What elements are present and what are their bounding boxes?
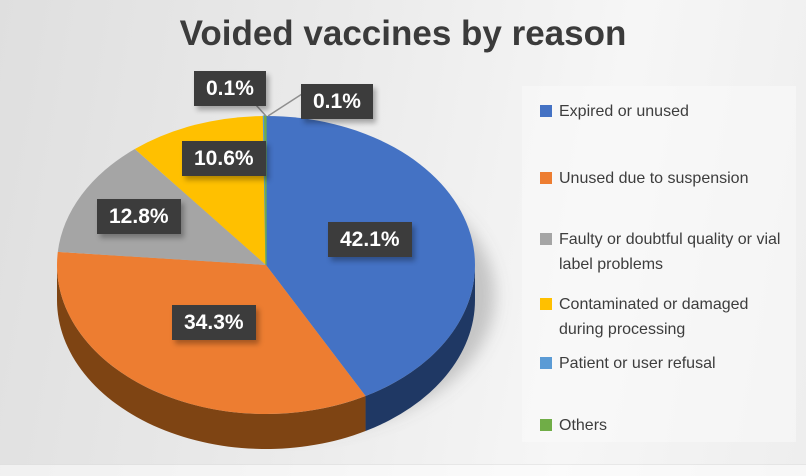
pie-slice-side-0 [365,265,475,432]
legend-swatch-lightblue-icon [540,357,552,369]
leader-line-others [267,93,303,117]
legend-item-expired-or-unused[interactable]: Expired or unused [540,100,790,125]
slide-bottom-edge [0,464,806,476]
legend-swatch-green-icon [540,419,552,431]
data-label-patient-refusal: 0.1% [194,71,266,106]
legend-swatch-gray-icon [540,233,552,245]
data-label-unused-suspension: 34.3% [172,305,256,340]
legend-label: Patient or user refusal [559,355,716,372]
legend-swatch-blue-icon [540,105,552,117]
data-label-faulty-quality: 12.8% [97,199,181,234]
data-label-expired-or-unused: 42.1% [328,222,412,257]
data-label-contaminated: 10.6% [182,141,266,176]
legend-item-contaminated[interactable]: Contaminated or damaged during processin… [540,293,790,343]
legend-item-unused-suspension[interactable]: Unused due to suspension [540,167,790,192]
chart-title: Voided vaccines by reason [179,14,627,53]
legend-item-faulty-quality[interactable]: Faulty or doubtful quality or vial label… [540,228,790,278]
legend-label: Faulty or doubtful quality or vial label… [559,231,781,273]
leader-line-patient-refusal [255,104,267,117]
legend-swatch-yellow-icon [540,298,552,310]
data-label-others: 0.1% [301,84,373,119]
chart-legend: Expired or unused Unused due to suspensi… [540,0,790,476]
legend-swatch-orange-icon [540,172,552,184]
legend-label: Expired or unused [559,103,689,120]
legend-panel-background [522,86,796,442]
legend-item-patient-refusal[interactable]: Patient or user refusal [540,352,790,377]
legend-label: Contaminated or damaged during processin… [559,296,749,338]
legend-label: Others [559,417,608,434]
legend-label: Unused due to suspension [559,170,749,187]
pie-slice-side-1 [57,265,366,450]
legend-item-others[interactable]: Others [540,414,790,439]
